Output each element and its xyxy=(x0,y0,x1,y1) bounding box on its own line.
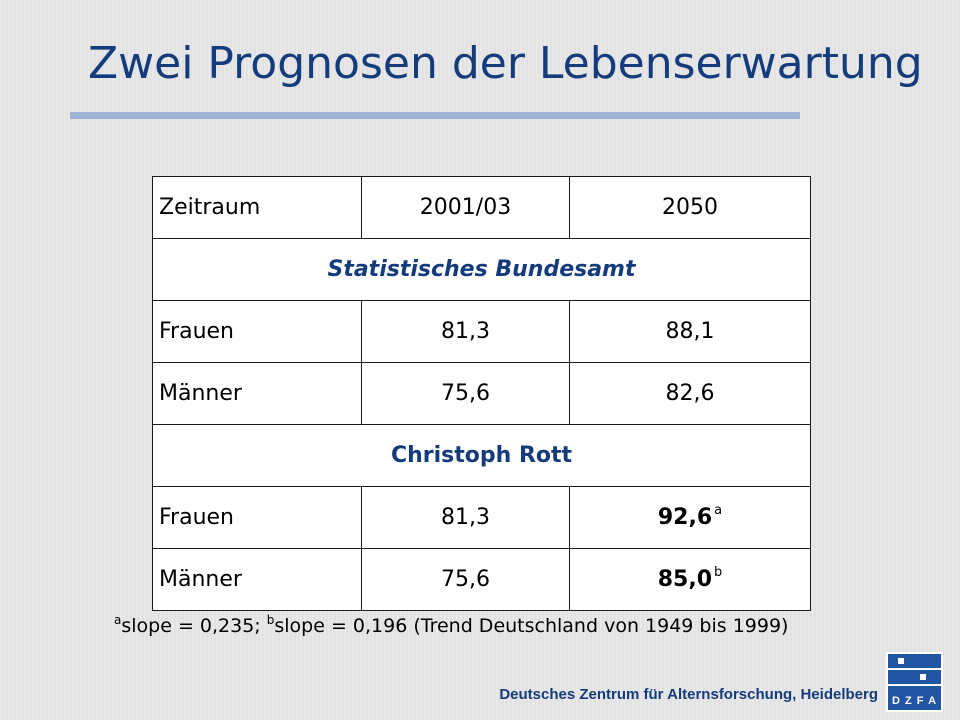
row-label: Männer xyxy=(152,362,362,425)
footnote-marker-b: b xyxy=(266,613,275,627)
row-value-2050: 88,1 xyxy=(569,300,811,363)
section-row-christoph-rott: Christoph Rott xyxy=(152,424,811,487)
row-value-2050: 85,0 b xyxy=(569,548,811,611)
table-row: Frauen 81,3 88,1 xyxy=(152,300,811,363)
row-value-2001: 81,3 xyxy=(361,486,570,549)
life-expectancy-table: Zeitraum 2001/03 2050 Statistisches Bund… xyxy=(152,176,811,611)
table-row: Frauen 81,3 92,6 a xyxy=(152,486,811,549)
table-row: Männer 75,6 85,0 b xyxy=(152,548,811,611)
row-value-2001: 75,6 xyxy=(361,362,570,425)
organization-name: Deutsches Zentrum für Alternsforschung, … xyxy=(499,686,878,703)
footnote-marker-a: a xyxy=(114,613,122,627)
table-header-row: Zeitraum 2001/03 2050 xyxy=(152,176,811,239)
footnote: aslope = 0,235; bslope = 0,196 (Trend De… xyxy=(114,613,789,637)
footnote-text-b: slope = 0,196 (Trend Deutschland von 194… xyxy=(274,615,789,637)
section-label-bundesamt: Statistisches Bundesamt xyxy=(152,238,811,301)
row-value-2001: 75,6 xyxy=(361,548,570,611)
section-label-rott: Christoph Rott xyxy=(152,424,811,487)
row-label: Frauen xyxy=(152,300,362,363)
row-label: Frauen xyxy=(152,486,362,549)
footnote-marker: a xyxy=(714,503,723,518)
table-row: Männer 75,6 82,6 xyxy=(152,362,811,425)
footnote-text-a: slope = 0,235; xyxy=(121,615,267,637)
logo-text: D Z F A xyxy=(892,695,937,707)
row-value-2050: 92,6 a xyxy=(569,486,811,549)
row-value-2050: 82,6 xyxy=(569,362,811,425)
value-text: 85,0 xyxy=(657,567,712,592)
value-text: 92,6 xyxy=(657,505,713,530)
dzfa-logo: D Z F A xyxy=(886,652,943,712)
header-period: Zeitraum xyxy=(152,176,362,239)
slide-title: Zwei Prognosen der Lebenserwartung xyxy=(88,38,923,89)
row-label: Männer xyxy=(152,548,362,611)
title-underline xyxy=(70,112,800,119)
section-row-statistisches-bundesamt: Statistisches Bundesamt xyxy=(152,238,811,301)
header-year-2: 2050 xyxy=(569,176,811,239)
header-year-1: 2001/03 xyxy=(361,176,570,239)
footnote-marker: b xyxy=(714,565,723,580)
row-value-2001: 81,3 xyxy=(361,300,570,363)
